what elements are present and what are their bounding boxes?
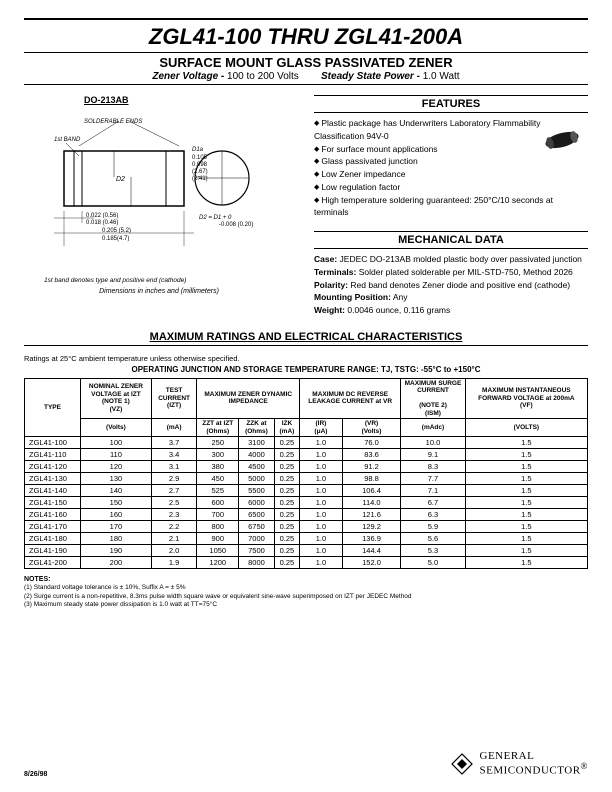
divider <box>24 345 588 346</box>
th-leak: MAXIMUM DC REVERSE LEAKAGE CURRENT at VR <box>300 378 401 418</box>
svg-text:0.018 (0.46): 0.018 (0.46) <box>86 220 118 226</box>
top-section: DO-213AB SOLDERABLE ENDS 1st BAND D2 D1a <box>24 95 588 317</box>
svg-text:D1a: D1a <box>192 147 204 153</box>
table-row: ZGL41-1701702.280067500.251.0129.25.91.5 <box>25 521 588 533</box>
spec2-val: 1.0 Watt <box>423 71 460 82</box>
feature-item: Glass passivated junction <box>314 155 588 168</box>
table-row: ZGL41-2002001.9120080000.251.0152.05.01.… <box>25 557 588 569</box>
table-body: ZGL41-1001003.725031000.251.076.010.01.5… <box>25 437 588 569</box>
svg-text:0.098: 0.098 <box>192 162 208 168</box>
th-sub: IZK(mA) <box>274 419 299 437</box>
pol-label: Polarity: <box>314 280 348 290</box>
th-zdyn: MAXIMUM ZENER DYNAMIC IMPEDANCE <box>197 378 300 418</box>
term-val: Solder plated solderable per MIL-STD-750… <box>359 267 573 277</box>
svg-text:0.205 (5.2): 0.205 (5.2) <box>102 228 131 234</box>
table-row: ZGL41-1301302.945050000.251.098.87.71.5 <box>25 473 588 485</box>
svg-text:0.185(4.7): 0.185(4.7) <box>102 236 129 242</box>
weight-label: Weight: <box>314 305 345 315</box>
note-3: (3) Maximum steady state power dissipati… <box>24 601 217 608</box>
feature-item: Low regulation factor <box>314 181 588 194</box>
svg-text:SOLDERABLE ENDS: SOLDERABLE ENDS <box>84 119 142 125</box>
svg-text:-0.008 (0.20): -0.008 (0.20) <box>219 222 253 228</box>
table-row: ZGL41-1401402.752555000.251.0106.47.11.5 <box>25 485 588 497</box>
weight-val: 0.0046 ounce, 0.116 grams <box>347 305 450 315</box>
svg-text:D2: D2 <box>116 176 125 183</box>
page-title: ZGL41-100 THRU ZGL41-200A <box>24 18 588 53</box>
th-type: TYPE <box>25 378 81 436</box>
table-row: ZGL41-1801802.190070000.251.0136.95.61.5 <box>25 533 588 545</box>
band-note: 1st band denotes type and positive end (… <box>44 277 294 284</box>
logo-icon <box>448 750 476 778</box>
th-sub: (IR)(μA) <box>300 419 343 437</box>
table-row: ZGL41-1201203.138045000.251.091.28.31.5 <box>25 461 588 473</box>
table-row: ZGL41-1001003.725031000.251.076.010.01.5 <box>25 437 588 449</box>
spec-line: Zener Voltage - 100 to 200 Volts Steady … <box>24 71 588 82</box>
notes-block: NOTES: (1) Standard voltage tolerance is… <box>24 575 588 610</box>
package-label: DO-213AB <box>84 95 294 105</box>
note-2: (2) Surge current is a non-repetitive, 8… <box>24 593 412 600</box>
svg-text:(2.41): (2.41) <box>192 176 208 182</box>
svg-text:(2.67): (2.67) <box>192 169 208 175</box>
footer: 8/26/98 GENERAL SEMICONDUCTOR® <box>24 750 588 778</box>
spec1-val: 100 to 200 Volts <box>227 71 299 82</box>
th-vf: MAXIMUM INSTANTANEOUS FORWARD VOLTAGE at… <box>465 378 587 418</box>
case-val: JEDEC DO-213AB molded plastic body over … <box>340 254 582 264</box>
th-sub: ZZT at IZT(Ohms) <box>197 419 239 437</box>
ratings-note: Ratings at 25°C ambient temperature unle… <box>24 354 588 363</box>
divider <box>24 84 588 85</box>
component-icon <box>542 130 582 150</box>
svg-text:0.105: 0.105 <box>192 155 208 161</box>
page-subtitle: SURFACE MOUNT GLASS PASSIVATED ZENER <box>24 55 588 70</box>
package-column: DO-213AB SOLDERABLE ENDS 1st BAND D2 D1a <box>24 95 294 317</box>
footer-date: 8/26/98 <box>24 771 47 778</box>
table-row: ZGL41-1601602.370065000.251.0121.66.31.5 <box>25 509 588 521</box>
table-row: ZGL41-1501502.560060000.251.0114.06.71.5 <box>25 497 588 509</box>
table-row: ZGL41-1901902.0105075000.251.0144.45.31.… <box>25 545 588 557</box>
mount-label: Mounting Position: <box>314 292 391 302</box>
logo-line1: GENERAL <box>480 751 589 762</box>
term-label: Terminals: <box>314 267 356 277</box>
svg-text:0.022 (0.56): 0.022 (0.56) <box>86 213 118 219</box>
spec1-label: Zener Voltage - <box>152 71 224 82</box>
package-diagram: SOLDERABLE ENDS 1st BAND D2 D1a 0.105 0.… <box>24 111 274 271</box>
th-vz: NOMINAL ZENER VOLTAGE at IZT(NOTE 1)(VZ) <box>81 378 152 418</box>
notes-label: NOTES: <box>24 576 50 583</box>
temp-range: OPERATING JUNCTION AND STORAGE TEMPERATU… <box>24 365 588 374</box>
spec2-label: Steady State Power - <box>321 71 420 82</box>
th-sub: ZZK at(Ohms) <box>239 419 275 437</box>
svg-text:1st BAND: 1st BAND <box>54 137 81 143</box>
ratings-title: MAXIMUM RATINGS AND ELECTRICAL CHARACTER… <box>24 331 588 343</box>
th-sub: (mAdc) <box>401 419 465 437</box>
th-surge: MAXIMUM SURGE CURRENT(NOTE 2)(ISM) <box>401 378 465 418</box>
table-row: ZGL41-1101103.430040000.251.083.69.11.5 <box>25 449 588 461</box>
feature-item: Low Zener impedance <box>314 168 588 181</box>
features-header: FEATURES <box>314 95 588 113</box>
mount-val: Any <box>393 292 408 302</box>
th-sub: (Volts) <box>81 419 152 437</box>
svg-text:D2 = D1 + 0: D2 = D1 + 0 <box>199 215 232 221</box>
th-sub: (mA) <box>151 419 196 437</box>
mechanical-header: MECHANICAL DATA <box>314 231 588 249</box>
case-label: Case: <box>314 254 337 264</box>
company-logo: GENERAL SEMICONDUCTOR® <box>448 750 589 778</box>
pol-val: Red band denotes Zener diode and positiv… <box>350 280 570 290</box>
feature-item: High temperature soldering guaranteed: 2… <box>314 194 588 220</box>
ratings-table: TYPE NOMINAL ZENER VOLTAGE at IZT(NOTE 1… <box>24 378 588 569</box>
logo-line2: SEMICONDUCTOR® <box>480 762 589 777</box>
th-sub: (VR)(Volts) <box>342 419 401 437</box>
th-izt: TEST CURRENT(IZT) <box>151 378 196 418</box>
th-sub: (VOLTS) <box>465 419 587 437</box>
info-column: FEATURES Plastic package has Underwriter… <box>314 95 588 317</box>
mechanical-data: Case: JEDEC DO-213AB molded plastic body… <box>314 253 588 317</box>
dimension-note: Dimensions in inches and (millimeters) <box>24 288 294 295</box>
note-1: (1) Standard voltage tolerance is ± 10%,… <box>24 584 185 591</box>
